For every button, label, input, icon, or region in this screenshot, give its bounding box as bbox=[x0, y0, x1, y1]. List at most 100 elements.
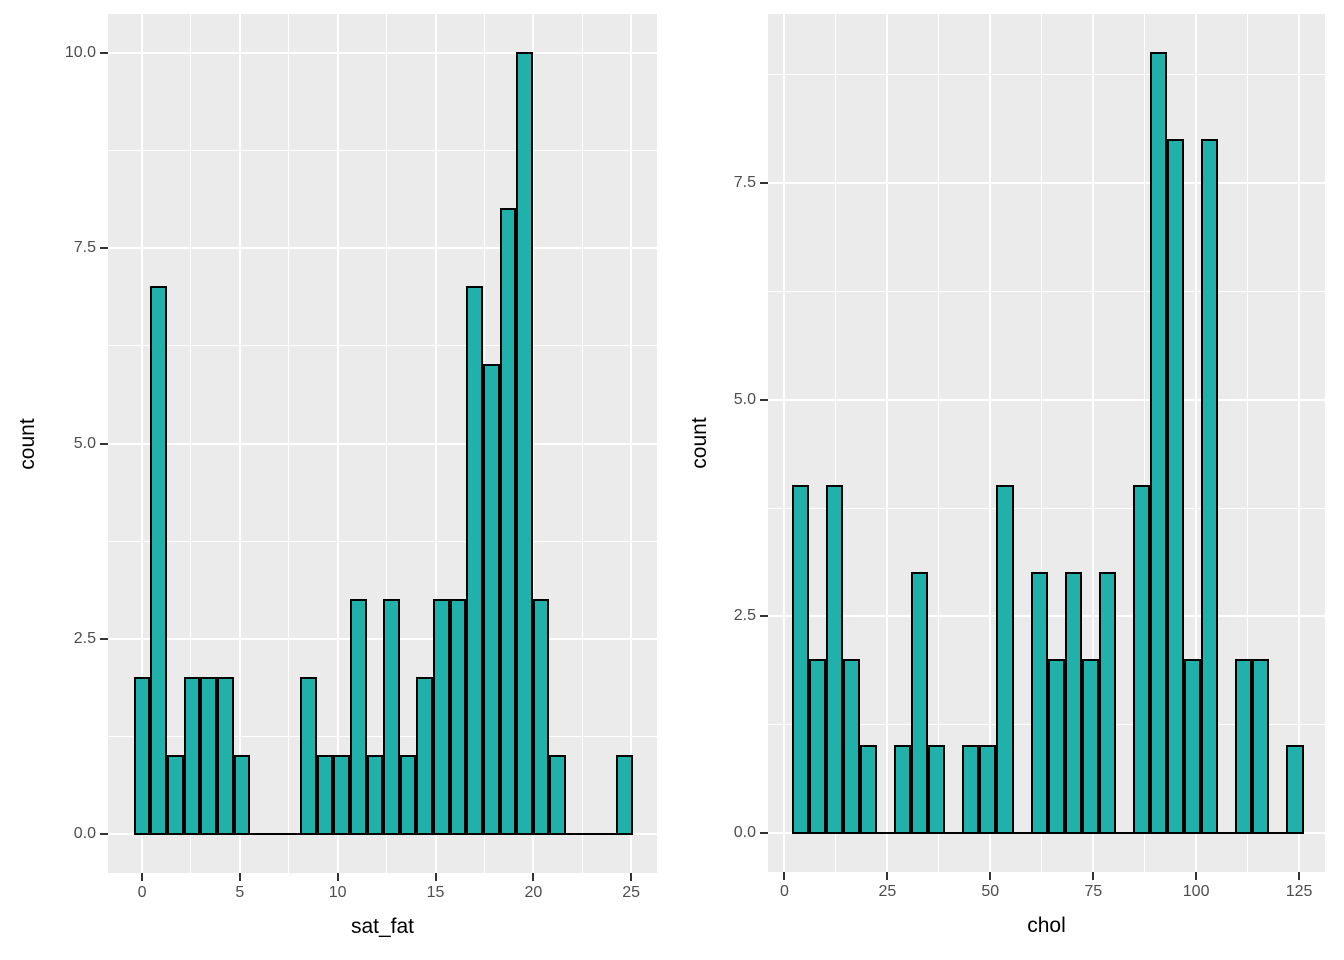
gridline-minor-horizontal bbox=[768, 74, 1325, 76]
gridline-minor-vertical bbox=[1247, 14, 1249, 872]
histogram-bar bbox=[1286, 745, 1304, 834]
chart-sat-fat: 0 5 10 15 20 25 0.0 2.5 5.0 7.5 10.0 sat_fat count bbox=[16, 14, 657, 938]
x-tick-mark bbox=[1092, 872, 1095, 880]
y-tick-label: 7.5 bbox=[733, 174, 756, 191]
x-tick-mark bbox=[989, 872, 992, 880]
histogram-bar bbox=[1064, 572, 1082, 834]
gridline-minor-vertical bbox=[1144, 14, 1146, 872]
gridline-major-vertical bbox=[630, 14, 633, 873]
histogram-bar bbox=[183, 676, 201, 835]
histogram-bar bbox=[791, 485, 809, 834]
histogram-bar bbox=[416, 676, 434, 835]
histogram-bar bbox=[133, 676, 151, 835]
histogram-bar bbox=[399, 754, 417, 835]
histogram-bar bbox=[166, 754, 184, 835]
histogram-bar bbox=[979, 745, 997, 834]
histogram-bar bbox=[482, 364, 500, 835]
y-tick-mark bbox=[760, 615, 768, 618]
histogram-bar bbox=[216, 676, 234, 835]
x-tick-label: 125 bbox=[1285, 883, 1313, 900]
histogram-bar bbox=[928, 745, 946, 834]
y-axis-title: count bbox=[16, 417, 39, 470]
x-tick-label: 0 bbox=[780, 883, 789, 900]
histogram-bar bbox=[366, 754, 384, 835]
x-tick-label: 10 bbox=[328, 884, 347, 901]
x-tick-label: 75 bbox=[1084, 883, 1103, 900]
histogram-bar bbox=[1081, 658, 1099, 834]
x-tick-label: 50 bbox=[981, 883, 1000, 900]
y-tick-mark bbox=[760, 398, 768, 401]
histogram-bar bbox=[616, 754, 633, 835]
x-tick-mark bbox=[532, 873, 535, 881]
histogram-bar bbox=[825, 485, 843, 834]
x-axis-title: chol bbox=[1027, 914, 1066, 937]
y-tick-label: 5.0 bbox=[73, 434, 96, 452]
x-tick-mark bbox=[238, 873, 241, 881]
gridline-minor-vertical bbox=[835, 14, 837, 872]
histogram-bar bbox=[860, 745, 878, 834]
histogram-bar bbox=[200, 676, 217, 835]
gridline-minor-horizontal bbox=[108, 735, 657, 737]
y-tick-label: 0.0 bbox=[733, 824, 756, 841]
gridline-minor-horizontal bbox=[768, 507, 1325, 509]
gridline-major-vertical bbox=[886, 14, 889, 872]
gridline-minor-vertical bbox=[938, 14, 940, 872]
histogram-bar bbox=[1252, 658, 1270, 834]
gridline-minor-vertical bbox=[1041, 14, 1043, 872]
histogram-bar bbox=[433, 598, 450, 835]
y-tick-label: 7.5 bbox=[73, 239, 96, 257]
x-tick-mark bbox=[630, 873, 633, 881]
gridline-minor-horizontal bbox=[768, 290, 1325, 292]
gridline-major-vertical bbox=[336, 14, 339, 873]
histogram-bar bbox=[316, 754, 334, 835]
y-tick-mark bbox=[100, 442, 108, 445]
x-tick-label: 100 bbox=[1182, 883, 1210, 900]
x-tick-label: 15 bbox=[426, 884, 445, 901]
histogram-bar bbox=[842, 658, 860, 834]
histogram-bar bbox=[1149, 52, 1168, 834]
x-tick-mark bbox=[1195, 872, 1198, 880]
histogram-bar bbox=[466, 286, 483, 835]
x-tick-label: 20 bbox=[524, 884, 543, 901]
x-tick-label: 5 bbox=[235, 884, 245, 901]
gridline-major-vertical bbox=[434, 14, 437, 873]
gridline-major-horizontal bbox=[108, 442, 657, 445]
histogram-bar bbox=[349, 598, 367, 835]
x-tick-mark bbox=[434, 873, 437, 881]
histogram-bar bbox=[333, 754, 350, 835]
gridline-major-horizontal bbox=[108, 52, 657, 55]
histogram-bar bbox=[549, 754, 567, 835]
x-tick-label: 25 bbox=[878, 883, 897, 900]
y-tick-label: 2.5 bbox=[733, 607, 756, 625]
x-axis-title: sat_fat bbox=[350, 915, 415, 938]
gridline-minor-horizontal bbox=[108, 345, 657, 347]
gridline-minor-horizontal bbox=[108, 540, 657, 542]
histogram-bar bbox=[1030, 572, 1048, 834]
histogram-bar bbox=[1047, 658, 1065, 834]
histogram-bar bbox=[150, 286, 167, 835]
x-tick-mark bbox=[783, 872, 786, 880]
gridline-minor-horizontal bbox=[108, 150, 657, 152]
chart-chol: 0 25 50 75 100 125 0.0 2.5 5.0 7.5 chol count bbox=[672, 0, 1344, 960]
y-tick-label: 10.0 bbox=[64, 44, 96, 62]
gridline-major-vertical bbox=[989, 14, 992, 872]
histogram-bar bbox=[1098, 572, 1116, 834]
histogram-bar bbox=[1201, 138, 1219, 834]
y-tick-mark bbox=[100, 52, 108, 55]
x-tick-mark bbox=[886, 872, 889, 880]
y-tick-mark bbox=[760, 182, 768, 184]
gridline-major-horizontal bbox=[768, 398, 1325, 401]
histogram-bar bbox=[1235, 658, 1253, 834]
gridline-major-horizontal bbox=[768, 182, 1325, 184]
x-tick-mark bbox=[1298, 872, 1301, 880]
gridline-major-vertical bbox=[1298, 14, 1301, 872]
histogram-bar bbox=[996, 485, 1014, 834]
histogram-bar bbox=[894, 745, 912, 834]
gridline-major-vertical bbox=[783, 14, 786, 872]
x-tick-label: 0 bbox=[137, 884, 147, 901]
gridline-major-vertical bbox=[532, 14, 535, 873]
histogram-bar bbox=[1184, 658, 1202, 834]
gridline-major-vertical bbox=[238, 14, 241, 873]
y-tick-label: 5.0 bbox=[733, 390, 756, 408]
histogram-bar bbox=[233, 754, 251, 835]
